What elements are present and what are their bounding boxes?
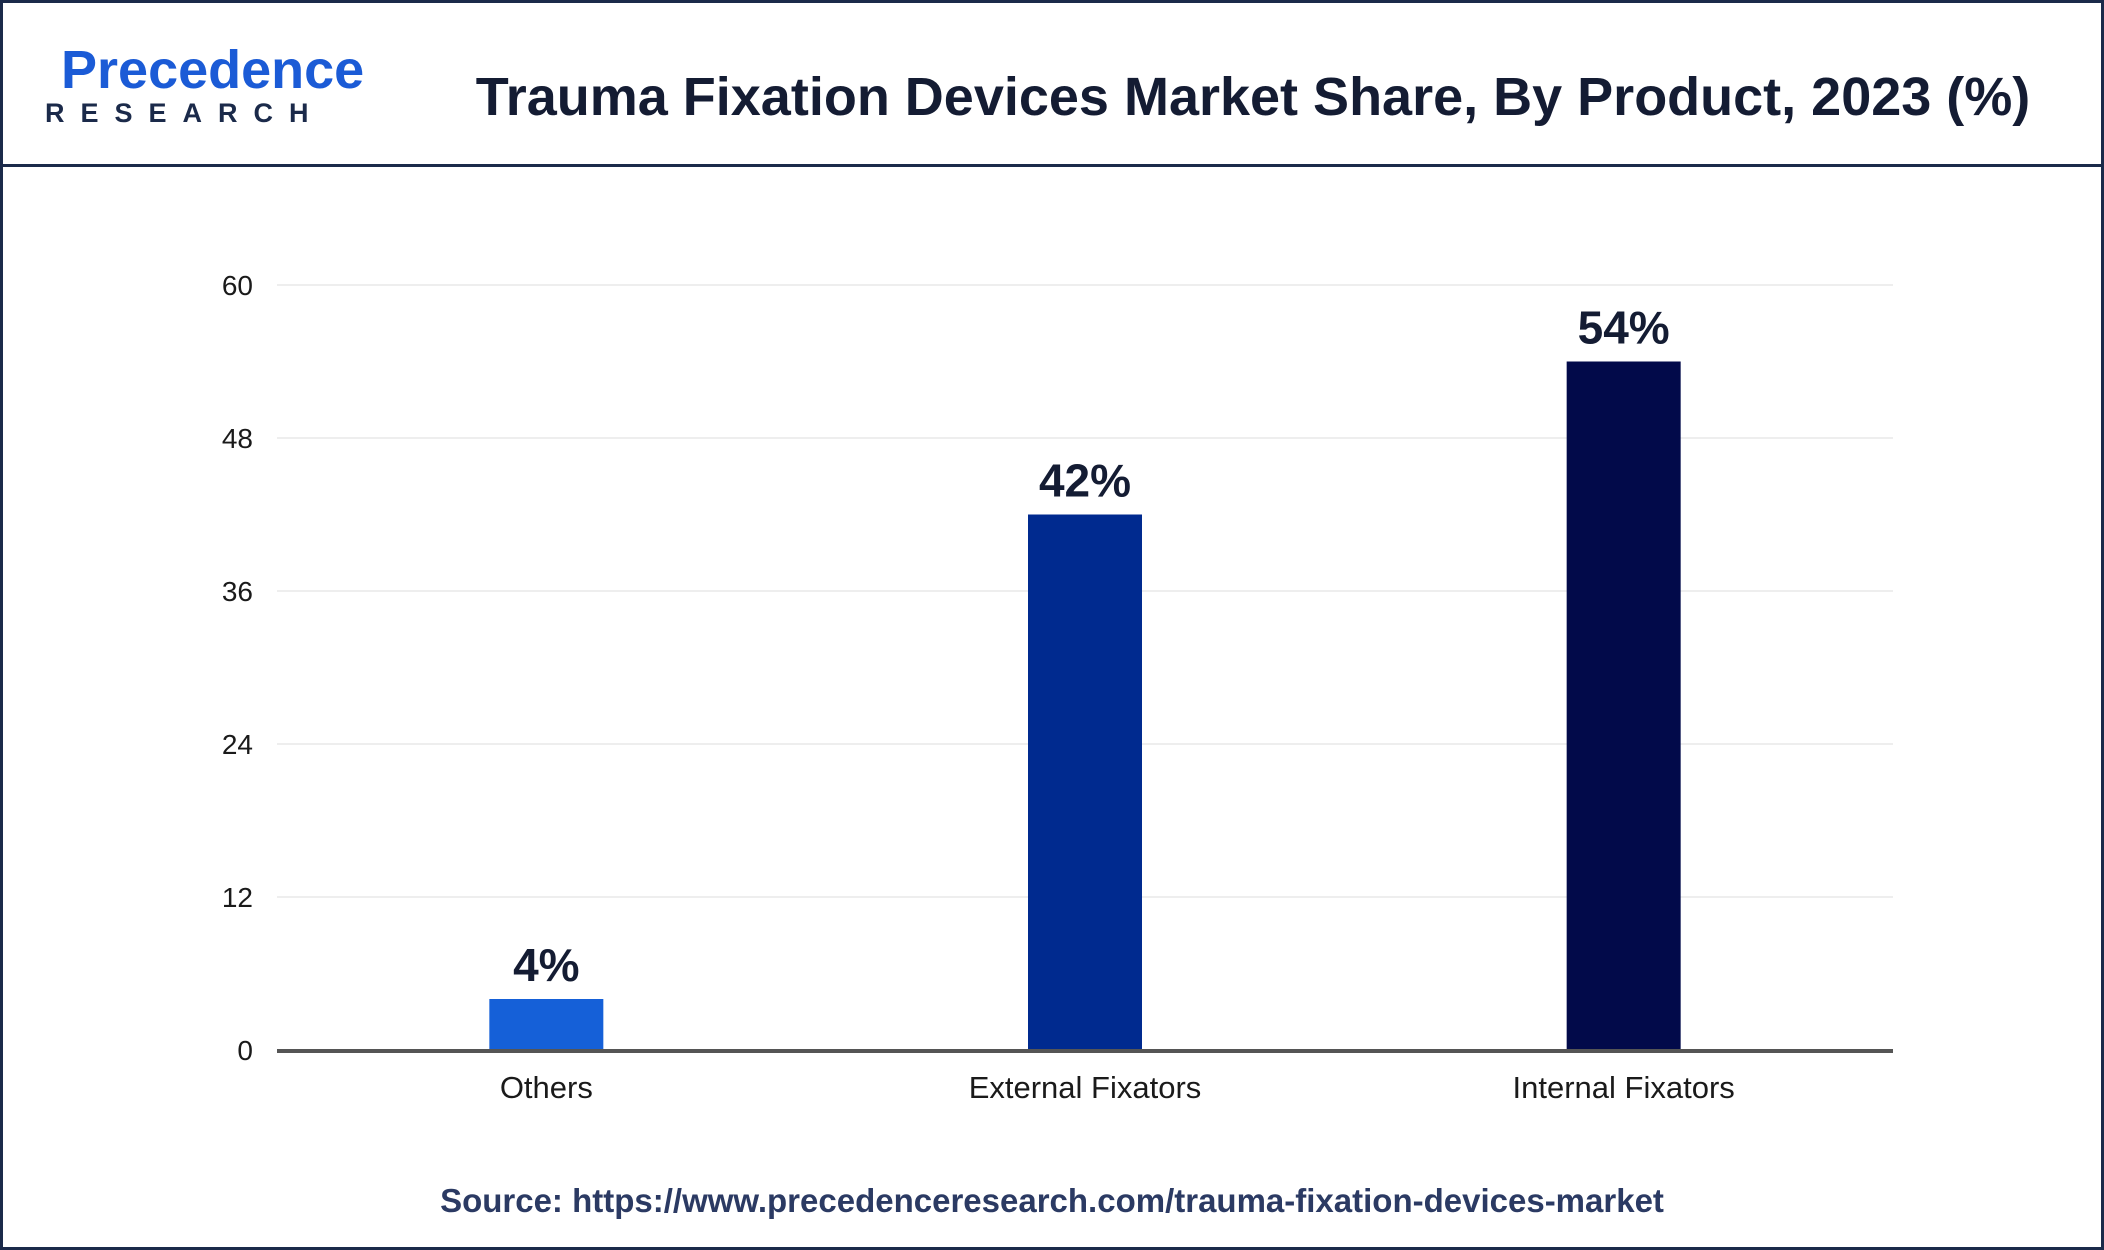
y-tick-label: 48 — [222, 423, 253, 454]
x-tick-label: Internal Fixators — [1513, 1070, 1735, 1105]
bar-chart: 0 12 24 36 48 60 4% Others 42% External Fixators 5… — [222, 270, 1893, 1105]
chart-title: Trauma Fixation Devices Market Share, By… — [475, 67, 2031, 127]
y-tick-label: 12 — [222, 882, 253, 913]
data-label: 4% — [513, 939, 579, 991]
brand-logo: Precedence RESEARCH — [39, 41, 364, 131]
y-tick-label: 24 — [222, 729, 253, 760]
bar-others — [489, 999, 604, 1050]
y-tick-label: 36 — [222, 576, 253, 607]
logo-subtitle: RESEARCH — [45, 98, 325, 128]
data-label: 54% — [1578, 302, 1670, 354]
logo-wordmark: Precedence — [61, 40, 365, 100]
y-tick-label: 0 — [237, 1035, 253, 1066]
data-label: 42% — [1039, 455, 1131, 507]
header: Precedence RESEARCH Trauma Fixation Devi… — [3, 3, 2101, 167]
y-tick-label: 60 — [222, 270, 253, 301]
bar-internal-fixators — [1566, 361, 1681, 1050]
x-tick-label: Others — [500, 1070, 593, 1105]
bar-external-fixators — [1028, 514, 1142, 1050]
x-tick-label: External Fixators — [969, 1070, 1202, 1105]
source-note: Source: https://www.precedenceresearch.c… — [440, 1182, 1664, 1219]
